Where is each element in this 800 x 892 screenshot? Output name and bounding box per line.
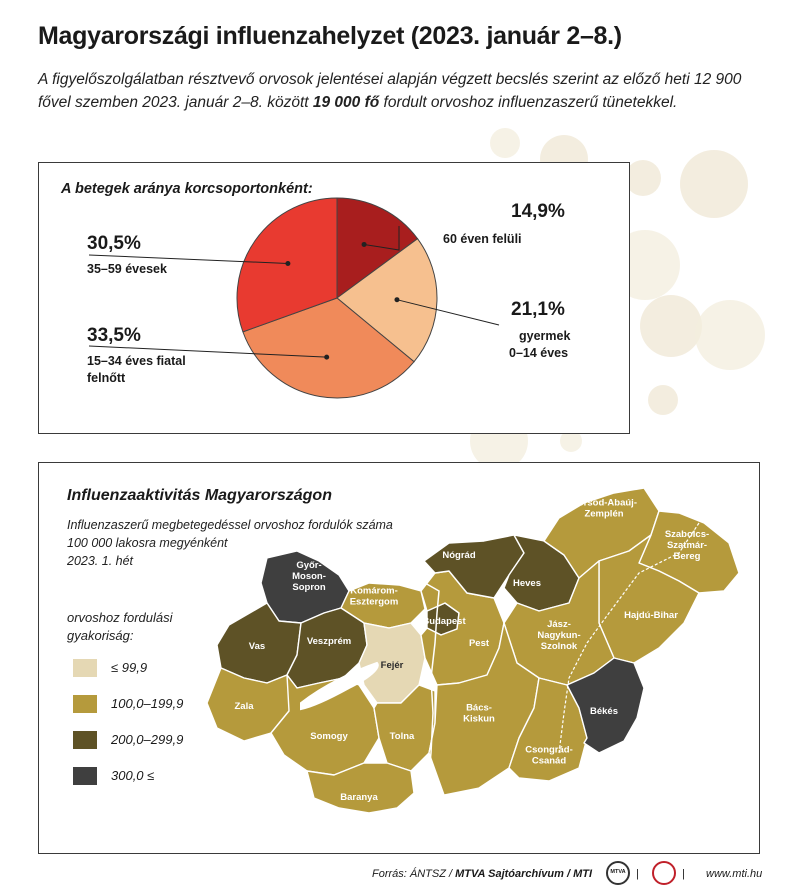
county-label: Borsod-Abaúj- xyxy=(571,498,637,509)
pie-leader-line-2 xyxy=(88,345,327,358)
county-label: Szabolcs- xyxy=(665,529,709,540)
county-label: Békés xyxy=(590,706,618,717)
county-somogy xyxy=(270,674,380,776)
hungary-county-map: Győr-Moson-Sopron Komárom-Esztergom Vas Ves… xyxy=(206,487,740,814)
county-label: Nógrád xyxy=(442,550,475,561)
pie-pct-0-14: 21,1% xyxy=(511,299,565,320)
county-label: Bereg xyxy=(674,551,701,562)
pie-slice-1 xyxy=(336,238,438,363)
mti-logo-icon xyxy=(652,861,676,885)
legend-label-mid: 100,0–199,9 xyxy=(111,696,184,711)
mtva-logo: MTVA xyxy=(606,861,630,885)
county-label: Győr- xyxy=(296,560,321,571)
map-description-line3: 2023. 1. hét xyxy=(67,554,134,568)
decor-blob xyxy=(640,295,702,357)
county-label: Szatmár- xyxy=(667,540,707,551)
pie-pct-35-59: 30,5% xyxy=(87,233,141,254)
decor-blob xyxy=(648,385,678,415)
map-title: Influenzaaktivitás Magyarországon xyxy=(67,487,332,504)
county-label: Szolnok xyxy=(541,641,578,652)
pie-title: A betegek aránya korcsoportonként: xyxy=(61,181,313,197)
pie-label-35-59: 35–59 évesek xyxy=(87,262,167,276)
decor-blob xyxy=(625,160,661,196)
pie-slice-0 xyxy=(336,197,419,299)
county-label: Csongrád- xyxy=(525,745,573,756)
county-label: Zala xyxy=(234,701,254,712)
legend-label-high: 200,0–299,9 xyxy=(111,732,184,747)
map-description-line1: Influenzaszerű megbetegedéssel orvoshoz … xyxy=(67,518,393,532)
decor-blob xyxy=(695,300,765,370)
pie-leader-dot-1 xyxy=(394,297,400,303)
county-label: Budapest xyxy=(422,616,466,627)
county-label: Vas xyxy=(249,641,265,652)
pie-leader-dot-3 xyxy=(285,260,291,266)
footer-url: www.mti.hu xyxy=(706,868,763,880)
county-label: Tolna xyxy=(390,731,415,742)
lake-balaton xyxy=(300,661,379,711)
county-label: Nagykun- xyxy=(537,630,580,641)
county-label: Veszprém xyxy=(307,636,351,647)
county-label: Hajdú-Bihar xyxy=(624,610,678,621)
county-label: Jász- xyxy=(547,619,571,630)
age-group-pie-chart xyxy=(88,197,500,399)
pie-label-15-34-line2: felnőtt xyxy=(87,371,126,385)
county-label: Heves xyxy=(513,578,541,589)
footer-separator: | xyxy=(682,868,685,880)
legend-swatch-low xyxy=(73,659,97,677)
river-danube xyxy=(424,582,440,794)
decor-blob xyxy=(490,128,520,158)
legend-swatch-mid xyxy=(73,695,97,713)
county-label: Somogy xyxy=(310,731,348,742)
legend-swatch-veryhigh xyxy=(73,767,97,785)
influenza-map-panel: Influenzaaktivitás Magyarországon Influe… xyxy=(38,462,760,854)
pie-leader-line-3 xyxy=(88,254,288,264)
county-veszprém xyxy=(286,607,368,689)
county-baranya xyxy=(306,762,415,814)
pie-pct-15-34: 33,5% xyxy=(87,325,141,346)
decor-blob xyxy=(560,430,582,452)
pie-leader-dot-0 xyxy=(361,241,367,247)
footer: Forrás: ÁNTSZ / MTVA Sajtóarchívum / MTI… xyxy=(0,856,800,892)
county-label: Zemplén xyxy=(584,509,623,520)
county-label: Baranya xyxy=(340,792,378,803)
pie-leader-dot-2 xyxy=(324,354,330,360)
age-group-pie-panel: A betegek aránya korcsoportonként: 30,5%… xyxy=(38,162,630,434)
page-subtitle: A figyelőszolgálatban résztvevő orvosok … xyxy=(38,71,742,111)
county-békés xyxy=(566,657,645,754)
pie-pct-60-plus: 14,9% xyxy=(511,201,565,222)
county-label: Bács- xyxy=(466,703,492,714)
pie-label-0-14-line2: 0–14 éves xyxy=(509,346,569,360)
county-label: Fejér xyxy=(381,660,404,671)
pie-label-60-plus: 60 éven felüli xyxy=(443,232,522,246)
page-title: Magyarországi influenzahelyzet (2023. ja… xyxy=(38,22,622,50)
pie-label-0-14-line1: gyermek xyxy=(519,329,571,343)
pie-label-15-34-line1: 15–34 éves fiatal xyxy=(87,354,186,368)
pie-leader-line-0 xyxy=(363,226,400,251)
legend-title-line2: gyakoriság: xyxy=(67,628,134,643)
county-label: Moson- xyxy=(292,571,326,582)
county-label: Komárom- xyxy=(350,586,398,597)
pie-leader-line-1 xyxy=(396,299,500,326)
county-label: Pest xyxy=(469,638,490,649)
decor-blob xyxy=(680,150,748,218)
footer-source: Forrás: ÁNTSZ / MTVA Sajtóarchívum / MTI xyxy=(372,868,593,880)
county-label: Csanád xyxy=(532,756,567,767)
legend-swatch-high xyxy=(73,731,97,749)
legend-label-low: ≤ 99,9 xyxy=(111,660,148,675)
river-tisza xyxy=(558,522,700,754)
county-label: Kiskun xyxy=(463,714,495,725)
county-label: Sopron xyxy=(292,582,325,593)
county-label: Esztergom xyxy=(350,597,399,608)
legend-label-veryhigh: 300,0 ≤ xyxy=(111,768,155,783)
legend-title-line1: orvoshoz fordulási xyxy=(67,610,173,625)
footer-separator: | xyxy=(636,868,639,880)
map-description-line2: 100 000 lakosra megyénként xyxy=(67,536,228,550)
